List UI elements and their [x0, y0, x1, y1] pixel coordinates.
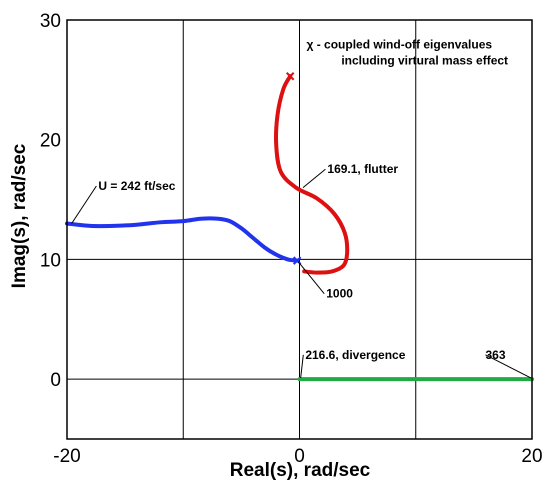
annotation-label: including virtural mass effect: [341, 53, 508, 67]
series-line: [65, 216, 300, 263]
y-tick-label: 0: [50, 370, 61, 391]
annotation-leaders: [71, 168, 532, 379]
x-tick-label: 20: [521, 446, 542, 467]
annotation-label: 363: [486, 348, 506, 362]
annotation-leader: [485, 354, 532, 379]
annotation-label: 169.1, flutter: [327, 162, 398, 176]
y-tick-label: 10: [40, 250, 61, 271]
plot-frame: [66, 19, 533, 440]
annotation-leader: [302, 168, 326, 188]
annotations: χ - coupled wind-off eigenvaluesincludin…: [98, 38, 508, 362]
x-tick-label: -20: [53, 446, 80, 467]
annotation-label: 1000: [326, 287, 353, 301]
annotation-label: 216.6, divergence: [305, 348, 405, 362]
annotation-label: χ - coupled wind-off eigenvalues: [306, 38, 492, 52]
x-axis-label: Real(s), rad/sec: [230, 460, 371, 481]
annotation-leader: [300, 354, 304, 379]
grid-lines: [67, 20, 532, 439]
data-markers: [285, 72, 302, 265]
eigenvalue-marker: [285, 72, 295, 81]
y-axis-label: Imag(s), rad/sec: [9, 143, 30, 288]
x-tick-label: 0: [294, 446, 305, 467]
annotation-leader: [71, 185, 97, 224]
tick-labels: -20 0 20 0 10 20 30: [40, 11, 543, 467]
y-tick-label: 30: [40, 11, 61, 32]
annotation-leader: [297, 261, 325, 295]
y-tick-label: 20: [40, 131, 61, 152]
annotation-label: U = 242 ft/sec: [98, 179, 175, 193]
series-lines: [65, 74, 534, 382]
series-line: [274, 74, 350, 275]
